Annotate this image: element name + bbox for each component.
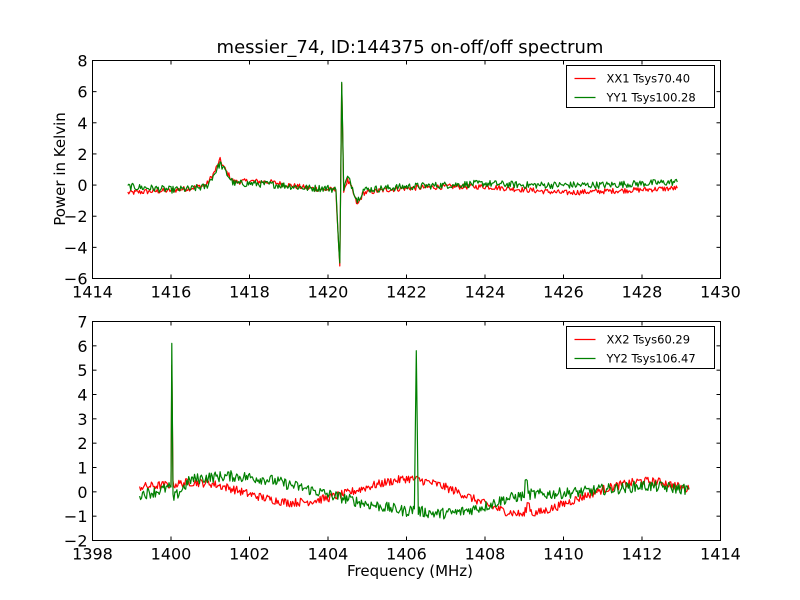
x-tick-label: 1430 <box>700 283 741 302</box>
y-tick-label: 4 <box>77 114 87 133</box>
series-line-yy1 <box>127 81 678 264</box>
x-tick-label: 1402 <box>229 545 270 564</box>
x-tick-label: 1414 <box>72 283 113 302</box>
bottom-y-ticks: −2 −1 0 1 2 3 4 5 6 7 <box>64 313 721 551</box>
top-legend: XX1 Tsys70.40 YY1 Tsys100.28 <box>566 65 715 108</box>
legend-box <box>566 65 715 108</box>
y-tick-label: −1 <box>64 507 88 526</box>
legend-box <box>566 326 715 369</box>
y-tick-label: −2 <box>64 532 88 551</box>
x-tick-label: 1400 <box>151 545 192 564</box>
x-tick-label: 1398 <box>72 545 113 564</box>
y-tick-label: 6 <box>77 83 87 102</box>
y-tick-label: 2 <box>77 434 87 453</box>
y-tick-label: 1 <box>77 459 87 478</box>
x-axis-label: Frequency (MHz) <box>347 562 473 580</box>
top-panel: messier_74, ID:144375 on-off/off spectru… <box>51 37 741 302</box>
x-tick-label: 1404 <box>308 545 349 564</box>
y-tick-label: 7 <box>77 313 87 332</box>
x-tick-label: 1406 <box>386 545 427 564</box>
x-tick-label: 1414 <box>700 545 741 564</box>
y-tick-label: 3 <box>77 410 87 429</box>
bottom-legend: XX2 Tsys60.29 YY2 Tsys106.47 <box>566 326 715 369</box>
bottom-x-ticks: 1398 1400 1402 1404 1406 1408 1410 1412 1414 <box>72 321 741 564</box>
chart-title: messier_74, ID:144375 on-off/off spectru… <box>217 37 604 58</box>
y-tick-label: 8 <box>77 52 87 71</box>
x-tick-label: 1424 <box>465 283 506 302</box>
x-tick-label: 1420 <box>308 283 349 302</box>
series-line-yy2 <box>139 342 690 520</box>
y-tick-label: 2 <box>77 145 87 164</box>
y-tick-label: 6 <box>77 337 87 356</box>
y-tick-label: 0 <box>77 483 87 502</box>
x-tick-label: 1412 <box>622 545 663 564</box>
y-tick-label: −2 <box>64 207 88 226</box>
bottom-panel: Frequency (MHz) 1398 1400 1402 1404 1406 1408… <box>64 313 741 581</box>
legend-entry: XX2 Tsys60.29 <box>607 333 691 347</box>
y-tick-label: −6 <box>64 270 88 289</box>
series-line-xx1 <box>127 83 678 267</box>
y-tick-label: 0 <box>77 176 87 195</box>
y-axis-label: Power in Kelvin <box>51 112 69 226</box>
series-line-xx2 <box>139 364 690 517</box>
top-series-lines <box>127 81 678 267</box>
y-tick-label: 4 <box>77 386 87 405</box>
legend-entry: YY2 Tsys106.47 <box>606 352 696 366</box>
y-tick-label: 5 <box>77 361 87 380</box>
x-tick-label: 1422 <box>386 283 427 302</box>
x-tick-label: 1410 <box>543 545 584 564</box>
x-tick-label: 1428 <box>622 283 663 302</box>
top-y-ticks: −6 −4 −2 0 2 4 6 8 <box>64 52 721 289</box>
x-tick-label: 1426 <box>543 283 584 302</box>
bottom-series-lines <box>139 342 690 520</box>
y-tick-label: −4 <box>64 238 88 257</box>
x-tick-label: 1416 <box>151 283 192 302</box>
x-tick-label: 1418 <box>229 283 270 302</box>
legend-entry: YY1 Tsys100.28 <box>606 91 696 105</box>
legend-entry: XX1 Tsys70.40 <box>607 72 691 86</box>
x-tick-label: 1408 <box>465 545 506 564</box>
top-x-ticks: 1414 1416 1418 1420 1422 1424 1426 1428 1430 <box>72 60 741 302</box>
